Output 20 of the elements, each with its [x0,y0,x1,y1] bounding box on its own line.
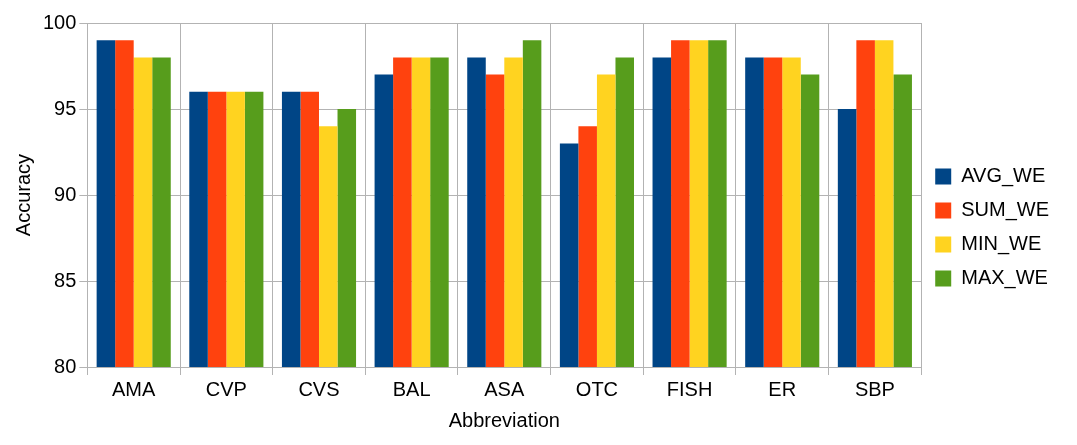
legend-label: SUM_WE [961,198,1050,222]
x-axis-title: Abbreviation [448,408,560,431]
x-tick-label: CVP [205,377,247,400]
y-tick-label: 95 [54,96,77,119]
y-tick-label: 80 [54,354,77,377]
legend-label: MAX_WE [961,266,1048,290]
x-tick-label: ER [768,377,797,400]
y-tick-label: 100 [42,10,77,33]
x-tick-label: CVS [298,377,340,400]
legend-label: MIN_WE [961,232,1042,256]
x-tick-label: ASA [484,377,525,400]
x-tick-label: BAL [392,377,431,400]
y-tick-label: 90 [54,182,77,205]
y-axis-title: Accuracy [11,153,34,237]
y-tick-label: 85 [54,268,77,291]
x-tick-label: SBP [854,377,895,400]
legend-label: AVG_WE [961,164,1046,188]
x-tick-label: FISH [666,377,713,400]
x-tick-label: AMA [112,377,157,400]
x-tick-label: OTC [575,377,619,400]
